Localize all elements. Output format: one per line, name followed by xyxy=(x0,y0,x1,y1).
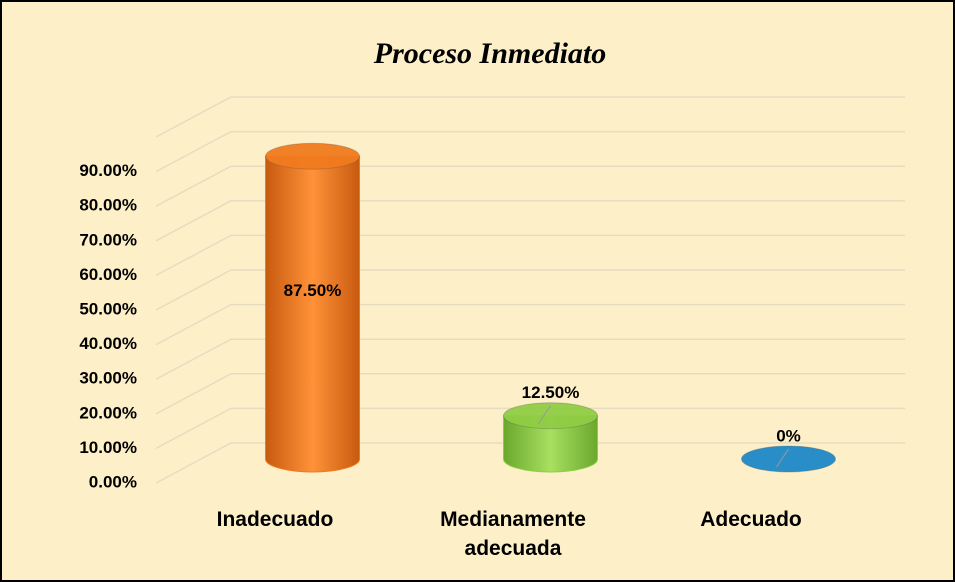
x-tick-label: Adecuado xyxy=(700,508,802,531)
grid-line xyxy=(155,200,905,242)
y-tick-label: 50.00% xyxy=(79,299,137,318)
grid-line xyxy=(155,338,905,380)
y-tick-label: 30.00% xyxy=(79,369,137,388)
grid-line xyxy=(155,442,905,484)
chart-title: Proceso Inmediato xyxy=(373,37,607,70)
cylinder xyxy=(503,402,598,473)
grid-line xyxy=(155,165,905,207)
leader-line xyxy=(538,405,551,425)
y-tick-label: 90.00% xyxy=(79,161,137,180)
x-tick-label: Medianamente adecuada xyxy=(440,508,586,560)
grid-line xyxy=(155,407,905,450)
grid-line xyxy=(155,96,905,138)
grid-line xyxy=(155,303,905,346)
value-label: 87.50% xyxy=(284,281,342,300)
y-tick-label: 80.00% xyxy=(79,196,137,215)
cylinder-top xyxy=(503,402,598,430)
x-tick-label: Inadecuado xyxy=(216,508,334,531)
cylinder-top xyxy=(741,445,836,473)
cylinder-top xyxy=(265,142,360,170)
grid-line xyxy=(155,130,905,173)
y-tick-label: 40.00% xyxy=(79,334,137,353)
cylinder xyxy=(265,142,360,473)
y-tick-label: 20.00% xyxy=(79,403,137,422)
y-tick-label: 0.00% xyxy=(89,472,137,491)
leader-line xyxy=(776,448,789,468)
y-tick-label: 70.00% xyxy=(79,230,137,249)
cylinder-body xyxy=(265,155,360,473)
y-tick-label: 10.00% xyxy=(79,438,137,457)
grid-line xyxy=(155,269,905,311)
cylinder-body xyxy=(503,415,598,473)
y-tick-label: 60.00% xyxy=(79,265,137,284)
cylinder xyxy=(741,445,836,473)
grid-line xyxy=(155,234,905,277)
value-label: 12.50% xyxy=(522,383,580,402)
grid-line xyxy=(155,373,905,415)
value-label: 0% xyxy=(776,426,801,445)
